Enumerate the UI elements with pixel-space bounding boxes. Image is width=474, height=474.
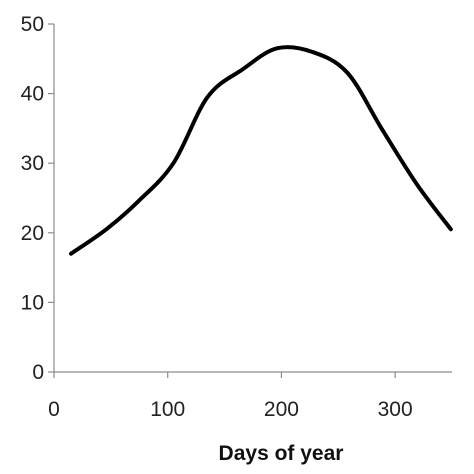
x-axis-ticks: 0 100 200 300 [48,372,413,421]
y-axis-ticks: 0 10 20 30 40 50 [21,13,54,384]
x-axis-title: Days of year [219,442,344,465]
series-line [69,45,453,256]
y-tick-label: 20 [21,222,44,245]
y-tick-label: 40 [21,83,44,106]
y-tick-label: 50 [21,13,44,36]
y-tick-label: 10 [21,291,44,314]
series-layer [69,45,453,256]
x-tick-label: 0 [48,398,60,421]
y-tick-label: 30 [21,152,44,175]
y-tick-label: 0 [32,361,44,384]
x-tick-label: 200 [264,398,299,421]
x-tick-label: 100 [150,398,185,421]
chart-axes [53,24,452,373]
x-tick-label: 300 [378,398,413,421]
